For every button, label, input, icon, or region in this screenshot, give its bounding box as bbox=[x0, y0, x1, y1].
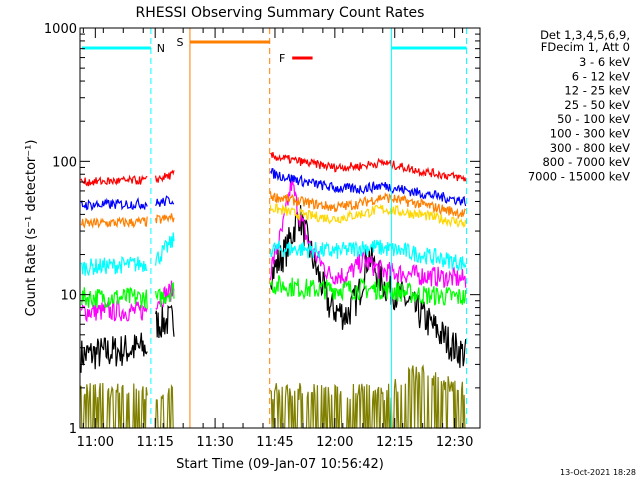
series-line bbox=[80, 232, 467, 276]
x-axis-label: Start Time (09-Jan-07 10:56:42) bbox=[176, 457, 384, 472]
flag-label-N: N bbox=[157, 42, 165, 55]
x-tick-label: 11:30 bbox=[196, 435, 233, 450]
legend-entry: 7000 - 15000 keV bbox=[528, 169, 630, 183]
series-line bbox=[80, 168, 467, 212]
legend-entry: 25 - 50 keV bbox=[564, 98, 630, 112]
legend-entry: 50 - 100 keV bbox=[557, 112, 630, 126]
legend-header-2: FDecim 1, Att 0 bbox=[541, 40, 630, 54]
series-line bbox=[80, 151, 467, 187]
y-tick-label: 100 bbox=[52, 155, 77, 170]
y-axis-label: Count Rate (s⁻¹ detector⁻¹) bbox=[24, 140, 39, 317]
y-tick-label: 1000 bbox=[44, 22, 77, 37]
legend-entry: 100 - 300 keV bbox=[550, 127, 630, 141]
x-tick-label: 11:00 bbox=[77, 435, 114, 450]
series-800to7000keV-keV bbox=[80, 151, 467, 187]
flags-layer: N S F bbox=[81, 28, 468, 428]
timestamp: 13-Oct-2021 18:28 bbox=[560, 468, 636, 477]
flag-label-F: F bbox=[279, 52, 285, 65]
x-tick-label: 12:15 bbox=[376, 435, 413, 450]
x-tick-label: 11:15 bbox=[136, 435, 173, 450]
series-7000to15000keV-keV bbox=[80, 364, 466, 429]
series-50to100keV-keV bbox=[269, 203, 467, 228]
legend-header-1: Det 1,3,4,5,6,9, bbox=[540, 28, 630, 42]
series-line bbox=[80, 191, 467, 229]
chart-title: RHESSI Observing Summary Count Rates bbox=[136, 5, 425, 21]
axes-layer: 1 10 100 1000 11:00 11:15 11:30 11:45 12:00 12:15… bbox=[44, 22, 481, 450]
x-tick-label: 12:30 bbox=[436, 435, 473, 450]
legend-entry: 6 - 12 keV bbox=[572, 69, 630, 83]
series-12to25keV-keV bbox=[80, 275, 467, 309]
x-tick-label: 12:00 bbox=[316, 435, 353, 450]
legend-entry: 300 - 800 keV bbox=[550, 141, 630, 155]
series-line bbox=[80, 275, 467, 309]
y-tick-label: 1 bbox=[69, 422, 77, 437]
series-line bbox=[80, 364, 466, 429]
plot-frame bbox=[79, 27, 481, 429]
series-25to50keV-keV bbox=[80, 232, 467, 276]
flag-label-S: S bbox=[176, 36, 183, 49]
legend-entry: 800 - 7000 keV bbox=[542, 155, 630, 169]
legend-entry: 3 - 6 keV bbox=[579, 55, 630, 69]
x-tick-label: 11:45 bbox=[256, 435, 293, 450]
series-line bbox=[269, 203, 467, 228]
legend-entry: 12 - 25 keV bbox=[564, 84, 630, 98]
series-100to300keV-keV bbox=[80, 191, 467, 229]
y-tick-label: 10 bbox=[60, 289, 77, 304]
series-300to800keV-keV bbox=[80, 168, 467, 212]
series-layer bbox=[80, 151, 467, 429]
